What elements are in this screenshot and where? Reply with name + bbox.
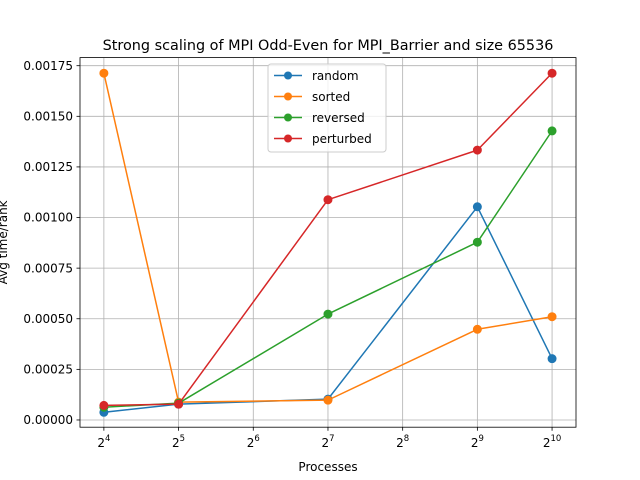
data-point [547,68,557,78]
data-point [99,68,109,78]
x-tick-base: 2 [321,436,329,450]
series-perturbed [99,68,557,410]
data-point [323,309,333,319]
legend-label: random [312,69,359,83]
legend-label: reversed [312,111,365,125]
x-tick-base: 2 [247,436,255,450]
data-point [99,400,109,410]
series-layer [99,68,557,417]
x-tick-label: 29 [471,434,484,450]
legend-frame [267,63,387,153]
x-tick-label: 27 [321,434,334,450]
x-tick-exponent: 4 [105,434,110,444]
x-tick-exponent: 7 [329,434,334,444]
legend-label: perturbed [312,132,372,146]
data-point [323,395,333,405]
legend-item-perturbed: perturbed [274,132,372,146]
legend-marker [284,71,292,80]
x-tick-exponent: 9 [478,434,483,444]
data-point [472,145,482,155]
legend-item-reversed: reversed [274,111,365,125]
chart-title: Strong scaling of MPI Odd-Even for MPI_B… [103,38,554,54]
x-tick-base: 2 [471,436,479,450]
y-tick-label: 0.00075 [23,261,73,275]
x-tick-exponent: 10 [550,434,561,444]
x-tick-label: 210 [543,434,561,450]
y-tick-label: 0.00050 [23,312,73,326]
data-point [472,202,482,212]
data-point [547,312,557,322]
data-point [547,354,557,364]
legend-marker [284,113,292,122]
x-tick-base: 2 [97,436,105,450]
grid-lines [80,57,576,428]
legend: random sorted reversed perturbed [267,63,387,153]
x-tick-label: 25 [172,434,185,450]
y-tick-label: 0.00000 [23,413,73,427]
y-tick-label: 0.00125 [23,160,73,174]
data-point [323,195,333,205]
data-point [174,399,184,409]
legend-item-random: random [274,69,359,83]
legend-label: sorted [312,90,350,104]
x-tick-exponent: 5 [180,434,185,444]
data-point [472,324,482,334]
data-point [472,237,482,247]
y-axis-ticks: 0.00000 0.00025 0.00050 0.00075 0.00100 0.001… [23,59,80,427]
legend-item-sorted: sorted [274,90,350,104]
x-tick-base: 2 [543,436,551,450]
x-axis-ticks: 24 25 26 27 28 29 210 [97,427,561,450]
y-tick-label: 0.00150 [23,110,73,124]
x-tick-label: 28 [396,434,409,450]
legend-marker [284,134,292,143]
x-tick-exponent: 8 [404,434,409,444]
y-tick-label: 0.00025 [23,363,73,377]
x-tick-base: 2 [172,436,180,450]
x-tick-base: 2 [396,436,404,450]
x-tick-label: 26 [247,434,260,450]
x-axis-label: Processes [298,460,357,474]
x-tick-label: 24 [97,434,110,450]
x-tick-exponent: 6 [254,434,259,444]
legend-marker [284,92,292,101]
y-tick-label: 0.00175 [23,59,73,73]
data-point [547,126,557,136]
y-tick-label: 0.00100 [23,211,73,225]
y-axis-label: Avg time/rank [0,200,10,284]
